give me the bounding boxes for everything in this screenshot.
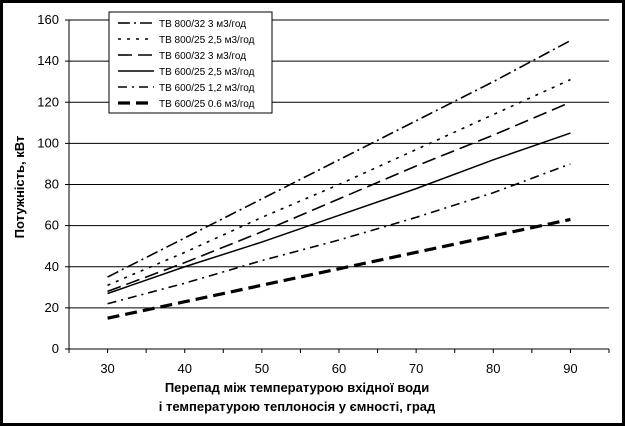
x-tick-label-60: 60 [332, 361, 346, 376]
y-tick-label-0: 0 [52, 341, 59, 356]
y-tick-label-20: 20 [45, 300, 59, 315]
axes [65, 19, 610, 353]
y-tick-label-120: 120 [37, 94, 59, 109]
x-axis-title-line-1: Перепад між температурою вхідної води [165, 380, 429, 395]
x-tick-label-50: 50 [255, 361, 269, 376]
x-tick-label-90: 90 [563, 361, 577, 376]
line-chart: 0 20 40 60 80 100 120 140 160 30 40 50 60 70 80 90 Пот… [12, 11, 610, 414]
x-tick-label-80: 80 [486, 361, 500, 376]
series-lines [107, 39, 571, 320]
x-tick-label-30: 30 [100, 361, 114, 376]
x-tick-label-70: 70 [409, 361, 423, 376]
legend-label-3: ТВ 600/32 3 м3/год [159, 51, 246, 62]
legend-label-4: ТВ 600/25 2,5 м3/год [159, 67, 255, 78]
legend-label-2: ТВ 800/25 2,5 м3/год [159, 35, 255, 46]
legend-label-5: ТВ 600/25 1,2 м3/год [159, 83, 255, 94]
x-axis-title-line-2: і температурою теплоносія у ємності, гра… [159, 399, 436, 414]
y-tick-labels: 0 20 40 60 80 100 120 140 160 [37, 12, 59, 356]
series-line-4 [107, 132, 571, 295]
legend-box [108, 11, 273, 114]
series-line-3 [107, 101, 571, 293]
series-line-5 [107, 163, 571, 305]
y-tick-label-40: 40 [45, 259, 59, 274]
legend-label-1: ТВ 800/32 3 м3/год [159, 19, 246, 30]
legend-label-6: ТВ 600/25 0.6 м3/год [159, 99, 255, 110]
legend: ТВ 800/32 3 м3/год ТВ 800/25 2,5 м3/год ТВ… [108, 11, 273, 114]
x-tick-label-40: 40 [177, 361, 191, 376]
y-tick-label-100: 100 [37, 135, 59, 150]
x-tick-labels: 30 40 50 60 70 80 90 [100, 361, 577, 376]
y-tick-label-140: 140 [37, 53, 59, 68]
series-line-6 [107, 217, 571, 320]
y-tick-label-80: 80 [45, 177, 59, 192]
y-tick-label-60: 60 [45, 218, 59, 233]
series-line-2 [107, 78, 571, 286]
series-line-1 [107, 39, 571, 278]
y-axis-title: Потужність, кВт [12, 136, 27, 239]
y-tick-label-160: 160 [37, 12, 59, 27]
